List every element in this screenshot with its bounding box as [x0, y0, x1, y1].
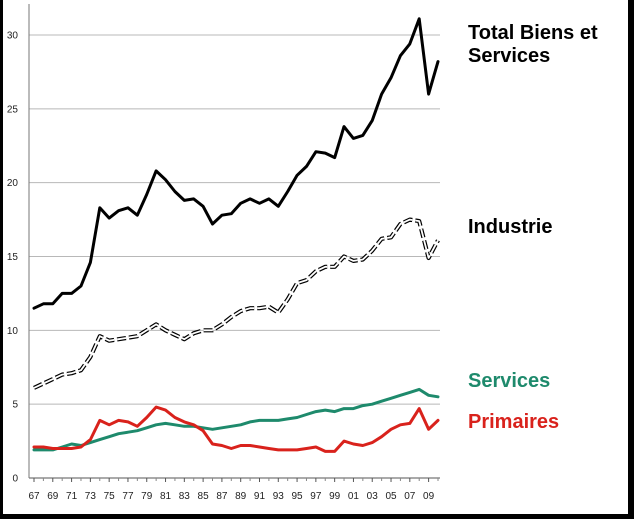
- x-tick-label: 09: [423, 491, 435, 502]
- y-tick-label: 25: [7, 104, 19, 115]
- x-tick-label: 89: [235, 491, 247, 502]
- x-tick-label: 91: [254, 491, 266, 502]
- x-tick-label: 75: [104, 491, 116, 502]
- x-tick-label: 03: [367, 491, 379, 502]
- x-tick-label: 73: [85, 491, 97, 502]
- series-industrie-line-inner: [33, 218, 439, 389]
- x-tick-label: 95: [292, 491, 304, 502]
- x-tick-label: 05: [385, 491, 397, 502]
- x-tick-label: 67: [28, 491, 40, 502]
- x-tick-label: 97: [310, 491, 322, 502]
- y-tick-label: 0: [12, 474, 18, 485]
- x-tick-label: 01: [348, 491, 360, 502]
- legend-label-primaires: Primaires: [468, 411, 560, 433]
- series-services-line: [32, 387, 440, 452]
- x-tick-label: 99: [329, 491, 341, 502]
- x-tick-label: 07: [404, 491, 416, 502]
- legend-label-services: Services: [468, 370, 551, 392]
- x-tick-label: 79: [141, 491, 153, 502]
- y-tick-label: 5: [12, 400, 18, 411]
- x-tick-label: 93: [273, 491, 285, 502]
- y-tick-label: 15: [7, 252, 19, 263]
- x-tick-label: 87: [216, 491, 228, 502]
- y-tick-label: 10: [7, 326, 19, 337]
- y-tick-label: 30: [7, 31, 19, 42]
- x-tick-label: 69: [47, 491, 59, 502]
- series-primaires-line: [32, 405, 440, 453]
- x-tick-label: 71: [66, 491, 78, 502]
- x-tick-label: 77: [122, 491, 134, 502]
- y-tick-label: 20: [7, 178, 19, 189]
- x-tick-label: 85: [198, 491, 210, 502]
- x-tick-label: 81: [160, 491, 172, 502]
- legend-label-total: Total Biens et Services: [468, 22, 598, 67]
- x-tick-label: 83: [179, 491, 191, 502]
- legend-label-industrie: Industrie: [468, 216, 553, 238]
- series-total-line: [32, 17, 440, 310]
